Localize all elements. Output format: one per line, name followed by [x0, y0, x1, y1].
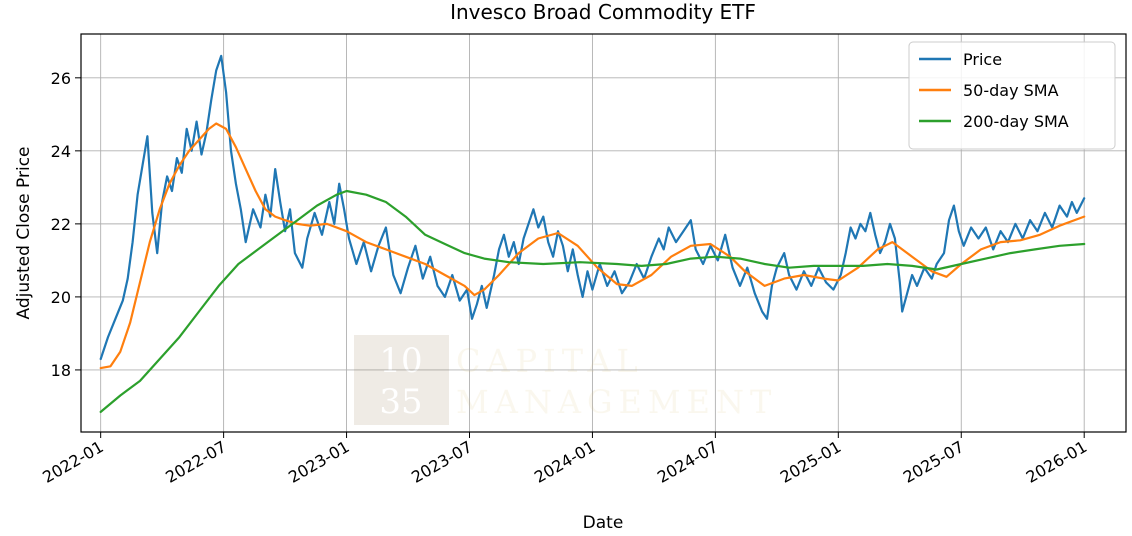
watermark-logo-top: 10 — [379, 341, 422, 381]
series-line-price — [99, 54, 1086, 361]
watermark-logo-bottom: 35 — [379, 382, 422, 422]
y-tick-label: 20 — [51, 288, 71, 307]
x-tick-label: 2023-07 — [408, 437, 475, 487]
y-tick-label: 26 — [51, 69, 71, 88]
x-tick-label: 2026-01 — [1023, 437, 1090, 487]
series-layer — [99, 54, 1086, 413]
watermark-word-capital: CAPITAL — [456, 342, 644, 380]
x-tick-label: 2024-01 — [531, 437, 598, 487]
watermark: 10 35 CAPITAL MANAGEMENT — [354, 335, 777, 425]
y-tick-label: 22 — [51, 215, 71, 234]
x-tick-label: 2024-07 — [654, 437, 721, 487]
x-tick-label: 2022-01 — [39, 437, 106, 487]
watermark-word-management: MANAGEMENT — [456, 383, 777, 421]
y-axis-label: Adjusted Close Price — [14, 147, 34, 320]
legend-label: Price — [963, 50, 1002, 69]
chart-title: Invesco Broad Commodity ETF — [450, 0, 756, 24]
watermark-logo-box — [354, 335, 449, 425]
plot-frame — [80, 33, 1127, 433]
x-tick-label: 2025-01 — [777, 437, 844, 487]
x-axis-label: Date — [583, 513, 624, 533]
legend-box — [908, 41, 1116, 150]
x-tick-label: 2023-01 — [285, 437, 352, 487]
y-tick-label: 18 — [51, 361, 71, 380]
legend-label: 50-day SMA — [963, 81, 1059, 100]
legend-label: 200-day SMA — [963, 112, 1069, 131]
x-tick-label: 2022-07 — [162, 437, 229, 487]
series-line-200-day-sma — [99, 189, 1086, 413]
x-tick-label: 2025-07 — [900, 437, 967, 487]
legend: Price 50-day SMA 200-day SMA — [908, 41, 1116, 150]
y-axis: 18 20 22 24 26 — [51, 69, 81, 380]
series-line-50-day-sma — [99, 122, 1086, 370]
x-axis: 2022-01 2022-07 2023-01 2023-07 2024-01 2024-… — [39, 432, 1090, 487]
y-tick-label: 24 — [51, 142, 71, 161]
